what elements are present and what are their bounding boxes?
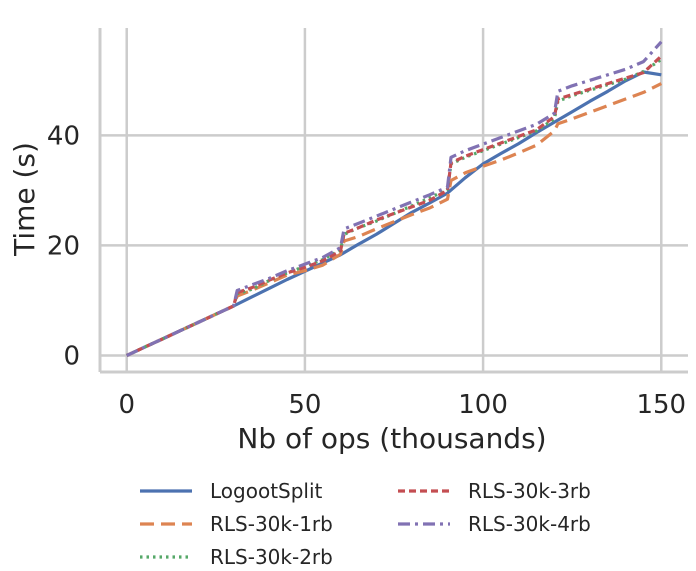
x-tick-label: 150 — [636, 390, 686, 420]
axis-spines — [98, 28, 688, 374]
legend-label-2: RLS-30k-1rb — [210, 512, 333, 536]
legend-label-3: RLS-30k-2rb — [210, 545, 333, 569]
y-tick-label: 0 — [63, 341, 80, 371]
legend-label-4: RLS-30k-3rb — [468, 479, 591, 503]
legend-label-1: LogootSplit — [210, 479, 323, 503]
y-axis-title: Time (s) — [8, 142, 41, 257]
legend: LogootSplit RLS-30k-1rb RLS-30k-2rb RLS-30k… — [140, 479, 591, 569]
legend-label-5: RLS-30k-4rb — [468, 512, 591, 536]
y-tick-labels: 0 20 40 — [47, 121, 80, 371]
series-lines — [126, 40, 663, 357]
series-line-4 — [126, 54, 663, 357]
x-tick-labels: 0 50 100 150 — [118, 390, 686, 420]
x-axis-title: Nb of ops (thousands) — [237, 422, 546, 455]
series-line-5 — [126, 40, 663, 357]
x-tick-label: 100 — [458, 390, 508, 420]
series-line-2 — [126, 82, 663, 357]
grid-lines — [100, 28, 688, 372]
y-tick-label: 40 — [47, 121, 80, 151]
x-tick-label: 0 — [118, 390, 135, 420]
x-tick-label: 50 — [288, 390, 321, 420]
y-tick-label: 20 — [47, 231, 80, 261]
